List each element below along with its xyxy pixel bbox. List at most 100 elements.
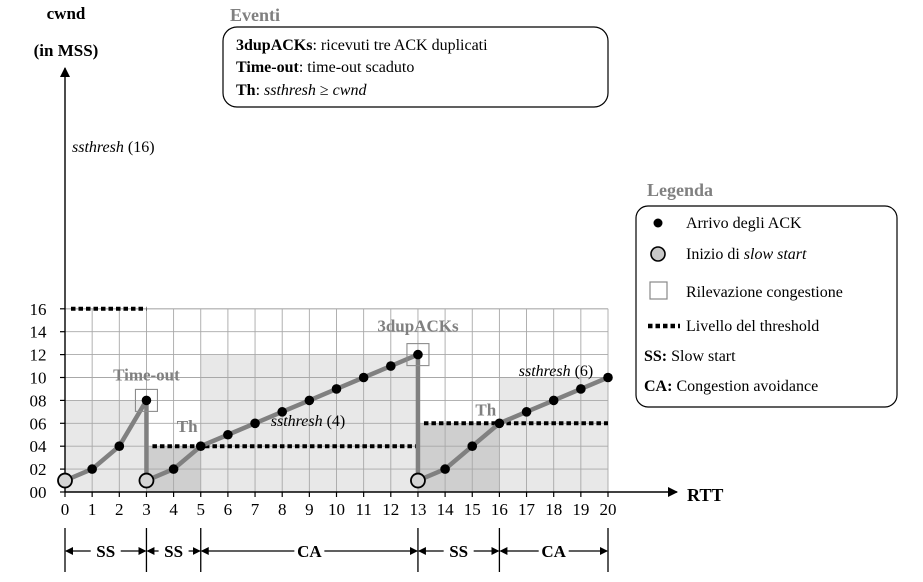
phase-label: SS	[449, 542, 468, 561]
x-tick-label: 8	[278, 500, 287, 519]
phase-label: CA	[541, 542, 566, 561]
ack-point	[141, 395, 152, 406]
x-tick-label: 7	[251, 500, 260, 519]
slow-start-point	[57, 472, 73, 489]
legend-ss-row: SS: Slow start	[644, 348, 736, 365]
y-tick-label: 08	[30, 391, 47, 410]
events-row-3dup: 3dupACKs: ricevuti tre ACK duplicati	[236, 37, 488, 54]
three-dup-acks-annotation: 3dupACKs	[377, 317, 459, 336]
legend-slow-start-prefix: Inizio di	[686, 246, 744, 263]
y-tick-label: 02	[30, 460, 47, 479]
ack-point	[603, 372, 613, 383]
chart-labels: ssthresh (16) ssthresh (4) ssthresh (6) Tim…	[72, 139, 593, 436]
y-tick-label: 04	[30, 437, 48, 456]
phase-label: SS	[96, 542, 115, 561]
ack-point	[440, 464, 450, 474]
legend-congestion-marker-icon	[649, 281, 668, 300]
ack-point	[358, 372, 369, 383]
ack-point	[494, 418, 505, 429]
x-tick-label: 15	[464, 500, 481, 519]
legend-ca-row: CA: Congestion avoidance	[644, 378, 818, 395]
legend-title: Legenda	[647, 180, 713, 200]
ack-point	[114, 441, 125, 452]
x-tick-label: 17	[518, 500, 536, 519]
ack-point	[87, 464, 97, 474]
ack-point	[331, 384, 342, 394]
ack-point	[386, 361, 396, 371]
y-axis-label-line1: cwnd	[47, 4, 86, 23]
threshold-lines	[71, 306, 608, 449]
x-tick-label: 16	[491, 500, 508, 519]
phase-label: SS	[164, 542, 183, 561]
ssthresh-label: ssthresh (4)	[271, 413, 346, 430]
y-tick-label: 16	[30, 300, 47, 319]
y-tick-label: 12	[30, 346, 47, 365]
legend-ca-key: CA:	[644, 378, 672, 395]
ack-point	[223, 429, 233, 440]
phase-label-bg	[294, 541, 325, 561]
y-tick-label: 00	[30, 483, 47, 502]
legend: Legenda Arrivo degli ACK Inizio di slow …	[635, 180, 898, 408]
events-th-ssthresh: ssthresh	[264, 82, 316, 99]
markers	[57, 343, 613, 489]
congestion-detection-box	[134, 388, 158, 412]
slow-start-point	[410, 472, 426, 489]
ssthresh-label: ssthresh (16)	[72, 139, 155, 156]
x-tick-label: 2	[115, 500, 124, 519]
events-th-sym: ≥	[316, 82, 333, 99]
events-term-th: Th	[236, 82, 256, 99]
x-tick-label: 0	[61, 500, 70, 519]
phase-label-bg	[158, 541, 189, 561]
ack-point	[521, 407, 532, 417]
x-tick-label: 5	[197, 500, 206, 519]
legend-frame	[635, 205, 898, 408]
x-tick-label: 9	[305, 500, 314, 519]
cwnd-line-segment	[62, 398, 149, 483]
events-text-th: :	[256, 82, 264, 99]
phase-label: CA	[297, 542, 322, 561]
legend-ack-label: Arrivo degli ACK	[686, 215, 802, 232]
events-box-frame	[222, 26, 609, 108]
x-axis-label: RTT	[687, 485, 723, 505]
timeout-annotation: Time-out	[113, 365, 180, 384]
legend-slow-start-marker-icon	[650, 246, 666, 262]
legend-ca-text: Congestion avoidance	[672, 378, 818, 395]
legend-threshold-label: Livello del threshold	[686, 318, 819, 335]
ack-point	[168, 464, 179, 474]
phase-bar: SS SS CA SS CA	[64, 528, 609, 572]
x-tick-label: 18	[545, 500, 562, 519]
x-tick-label: 19	[572, 500, 589, 519]
ack-point	[576, 384, 586, 394]
phase-label-bg	[90, 541, 121, 561]
x-tick-label: 4	[169, 500, 178, 519]
slow-start-point	[138, 472, 155, 489]
ssthresh-label: ssthresh (6)	[519, 363, 594, 380]
y-tick-label: 14	[30, 323, 48, 342]
x-tick-label: 10	[328, 500, 345, 519]
legend-slow-start-label: Inizio di slow start	[686, 246, 807, 263]
ack-point	[413, 349, 423, 360]
y-axis-label-line2: (in MSS)	[34, 41, 99, 60]
legend-congestion-label: Rilevazione congestione	[686, 284, 843, 301]
ack-point	[277, 407, 288, 417]
events-row-th: Th: ssthresh ≥ cwnd	[236, 82, 367, 99]
ack-point	[250, 418, 260, 429]
th-annotation: Th	[475, 400, 496, 419]
phase-label-bg	[443, 541, 474, 561]
th-annotation: Th	[177, 417, 198, 436]
legend-ss-text: Slow start	[667, 348, 736, 365]
phase-label-bg	[538, 541, 569, 561]
x-tick-label: 1	[88, 500, 97, 519]
events-row-timeout: Time-out: time-out scaduto	[236, 59, 414, 76]
legend-slow-start-italic: slow start	[744, 246, 807, 263]
legend-ss-key: SS:	[644, 348, 667, 365]
cwnd-line-segment	[415, 375, 611, 483]
x-tick-label: 13	[409, 500, 426, 519]
ack-point	[467, 441, 478, 452]
events-term-timeout: Time-out	[236, 59, 299, 76]
x-tick-label: 6	[224, 500, 233, 519]
events-text-3dup: : ricevuti tre ACK duplicati	[312, 37, 488, 54]
x-tick-label: 12	[382, 500, 399, 519]
x-tick-label: 14	[437, 500, 455, 519]
